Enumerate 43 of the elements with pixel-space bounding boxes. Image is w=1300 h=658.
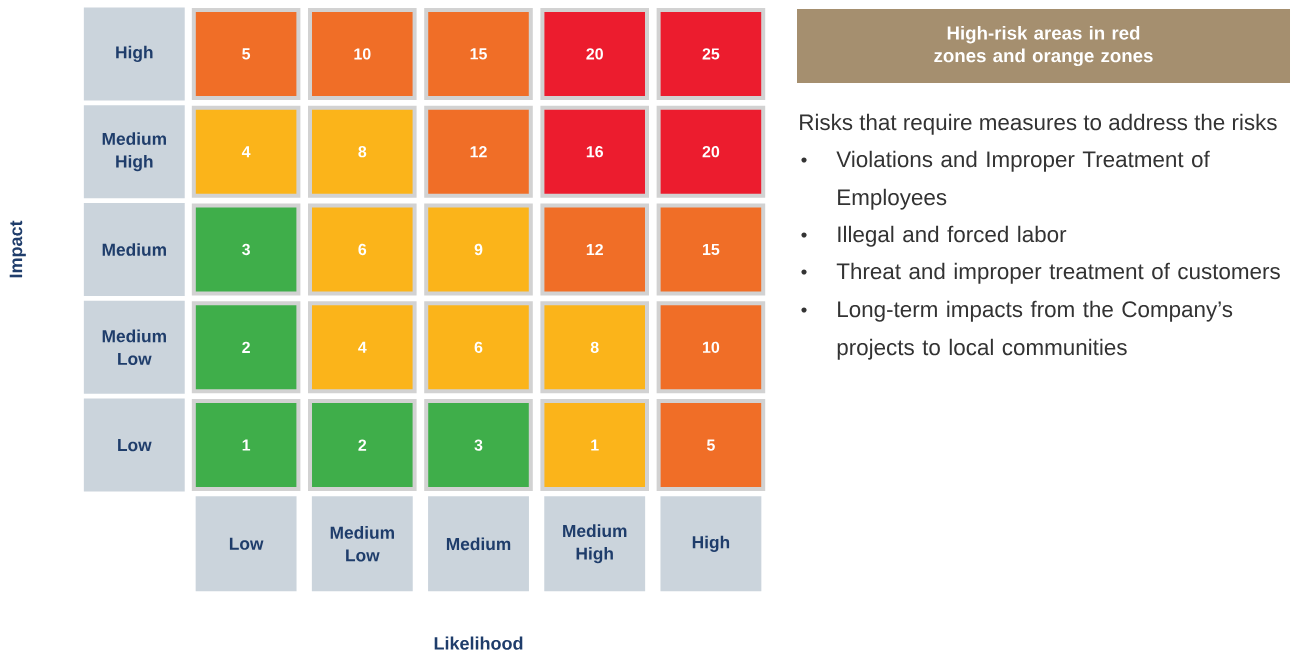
data-label: 5 — [242, 48, 251, 60]
data-label: 12 — [470, 146, 487, 158]
y-axis-title: Impact — [9, 220, 26, 278]
data-label: 2 — [242, 341, 250, 353]
data-label: 6 — [474, 341, 483, 353]
data-label: 8 — [358, 146, 367, 158]
data-label: 8 — [590, 341, 599, 353]
data-label: 15 — [703, 243, 720, 256]
text: Threat and improper treatment of customers — [836, 262, 1280, 284]
y-tick-label: Medium Low — [102, 329, 166, 365]
data-label: 9 — [474, 243, 483, 256]
data-label: 15 — [470, 48, 487, 60]
text: Long-term impacts from the Company’s projects to local communities — [837, 300, 1233, 360]
data-label: 12 — [586, 243, 603, 256]
data-label: 10 — [703, 341, 720, 353]
data-label: 10 — [354, 48, 371, 60]
x-tick-label: Low — [229, 537, 264, 550]
x-tick-label: High — [692, 535, 730, 552]
data-label: 3 — [474, 439, 483, 451]
x-tick-label: Medium Low — [330, 526, 394, 562]
y-tick-label: High — [116, 45, 153, 63]
y-tick-label: Medium — [102, 243, 166, 256]
x-tick-label: Medium — [446, 537, 511, 551]
data-label: 1 — [591, 439, 599, 451]
data-label: 25 — [702, 48, 720, 60]
data-label: 1 — [242, 439, 251, 451]
text: Violations and Improper Treatment of Employees — [836, 150, 1210, 210]
x-tick-label: Medium High — [563, 524, 627, 564]
data-label: 5 — [706, 439, 715, 451]
data-label: 4 — [241, 146, 251, 158]
data-label: 20 — [702, 146, 720, 158]
data-label: 2 — [358, 439, 367, 451]
data-label: 16 — [586, 146, 604, 158]
y-tick-label: Medium High — [102, 132, 166, 172]
y-tick-label: Low — [118, 439, 152, 452]
text: Risks that require measures to address the risks — [800, 113, 1277, 135]
text: High-risk areas in red zones and orange zones — [934, 25, 1153, 67]
x-axis-title: Likelihood — [434, 636, 523, 650]
data-label: 3 — [242, 243, 250, 256]
data-label: 20 — [586, 48, 603, 60]
data-label: 6 — [358, 243, 367, 256]
text: Illegal and forced labor — [838, 225, 1067, 247]
data-label: 4 — [358, 341, 367, 353]
